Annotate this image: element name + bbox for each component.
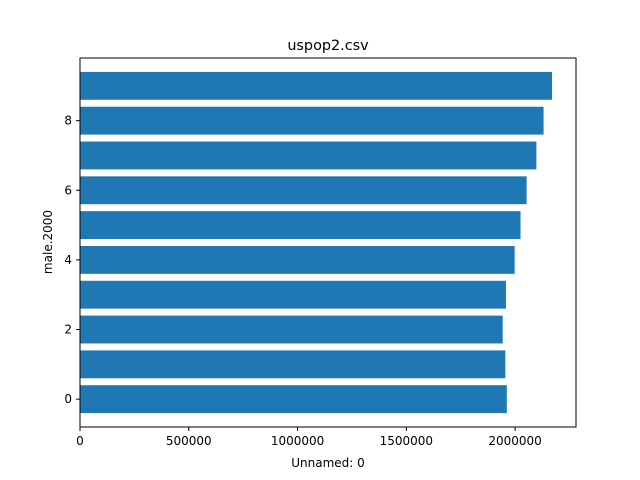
y-tick-label: 6 — [64, 183, 72, 197]
bar-4 — [80, 245, 515, 274]
bars-group — [80, 71, 553, 414]
bar-0 — [80, 385, 507, 414]
y-tick-label: 2 — [64, 323, 72, 337]
y-tick-label: 8 — [64, 114, 72, 128]
bar-2 — [80, 315, 503, 344]
bar-8 — [80, 106, 544, 135]
x-tick-label: 1000000 — [271, 434, 324, 448]
bar-1 — [80, 350, 506, 379]
y-tick-label: 0 — [64, 392, 72, 406]
x-tick-label: 2000000 — [488, 434, 541, 448]
plot-frame — [79, 57, 577, 428]
bar-3 — [80, 280, 506, 309]
bar-5 — [80, 211, 521, 240]
x-tick-label: 1500000 — [380, 434, 433, 448]
bar-9 — [80, 71, 553, 100]
x-tick-label: 500000 — [166, 434, 212, 448]
x-tick-label: 0 — [76, 434, 84, 448]
y-axis-label: male.2000 — [41, 210, 55, 274]
x-axis-label: Unnamed: 0 — [291, 456, 365, 470]
x-axis-ticks: 0 500000 1000000 1500000 2000000 — [76, 427, 542, 448]
chart-title: uspop2.csv — [287, 38, 369, 54]
y-axis-ticks: 0 2 4 6 8 — [64, 114, 80, 406]
bar-6 — [80, 176, 527, 205]
y-tick-label: 4 — [64, 253, 72, 267]
bar-7 — [80, 141, 537, 170]
